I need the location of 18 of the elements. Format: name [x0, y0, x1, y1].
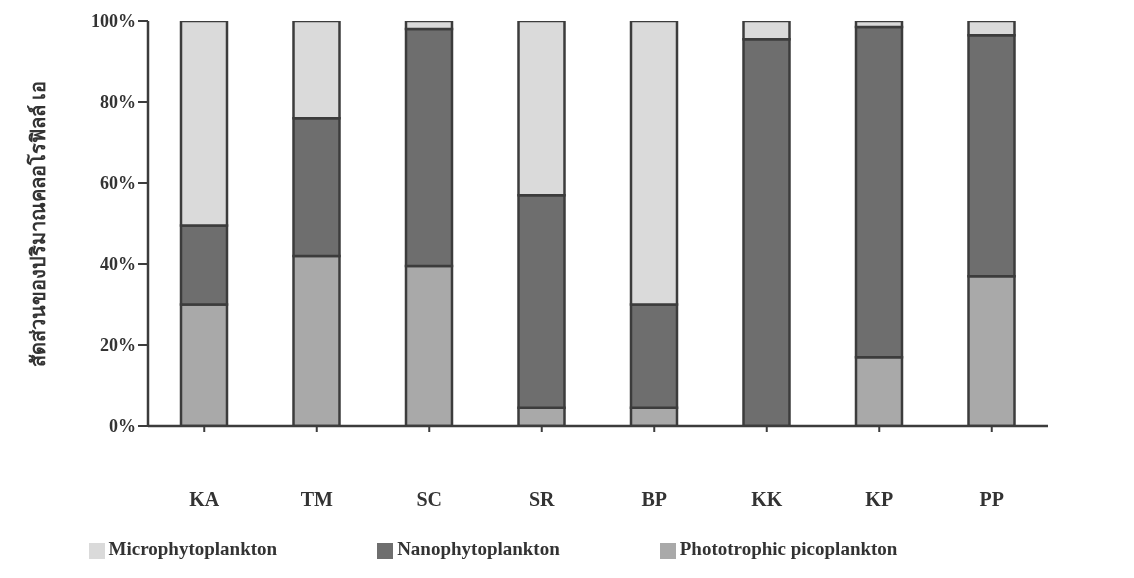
legend-label: Microphytoplankton	[108, 538, 278, 559]
legend-label: Phototrophic picoplankton	[679, 538, 898, 559]
y-tick-label: 80%	[100, 92, 136, 113]
x-tick-label: KA	[189, 488, 220, 511]
x-tick-label: SR	[528, 488, 556, 511]
x-tick-label: SC	[416, 488, 443, 511]
y-tick-label: 20%	[100, 335, 136, 356]
y-axis-title: สัดส่วนของปริมาณคลอโรฟิลล์ เอ	[26, 80, 50, 367]
x-tick-label: BP	[641, 488, 668, 511]
y-tick-label: 0%	[109, 416, 136, 437]
x-tick-label: TM	[300, 488, 333, 511]
y-tick-label: 60%	[100, 173, 136, 194]
legend-label: Nanophytoplankton	[397, 538, 560, 559]
x-tick-label: KP	[865, 488, 894, 511]
y-tick-label: 40%	[100, 254, 136, 275]
x-tick-label: KK	[751, 488, 783, 511]
y-tick-label: 100%	[91, 11, 136, 32]
x-tick-label: PP	[979, 488, 1004, 511]
